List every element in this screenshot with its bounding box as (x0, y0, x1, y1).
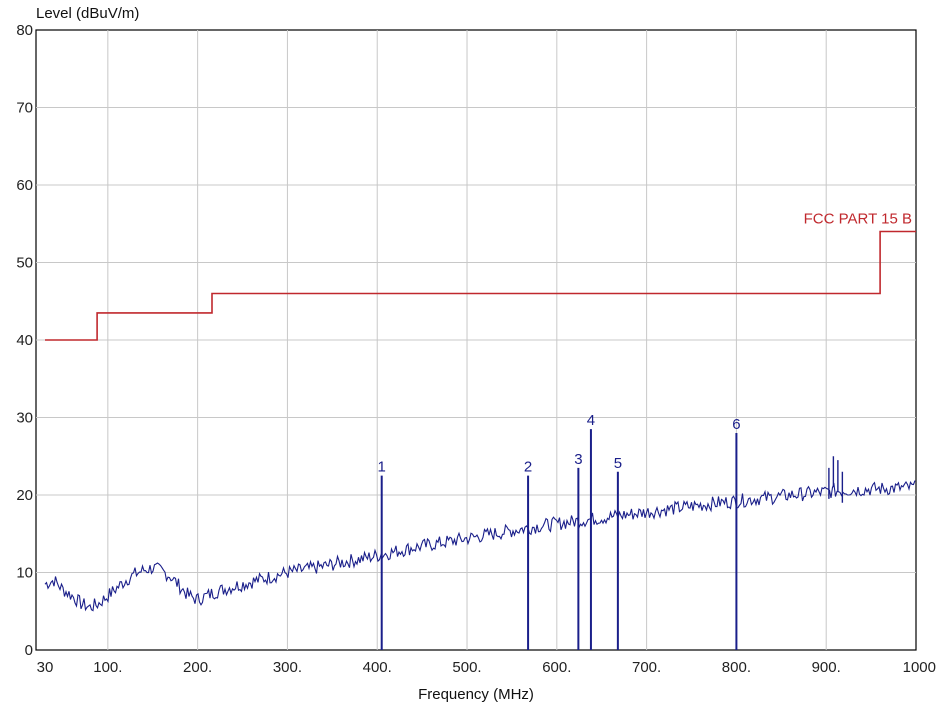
y-tick-label: 60 (16, 177, 33, 194)
y-tick-label: 70 (16, 100, 33, 117)
grid (36, 30, 916, 650)
limit-line-label: FCC PART 15 B (804, 211, 912, 228)
y-tick-label: 80 (16, 22, 33, 39)
x-tick-label: 400. (363, 659, 392, 676)
x-tick-label: 200. (183, 659, 212, 676)
y-tick-label: 50 (16, 255, 33, 272)
x-tick-label: 800. (722, 659, 751, 676)
x-axis-title: Frequency (MHz) (418, 686, 534, 703)
x-tick-label: 100. (93, 659, 122, 676)
x-tick-label: 700. (632, 659, 661, 676)
trace-line (44, 480, 916, 612)
limit-line-path (45, 230, 916, 341)
y-axis-title: Level (dBuV/m) (36, 5, 139, 22)
y-tick-label: 20 (16, 487, 33, 504)
x-tick-label: 300. (273, 659, 302, 676)
marker-label: 3 (574, 451, 582, 468)
marker-label: 4 (587, 412, 595, 429)
measurement-trace (44, 456, 916, 612)
marker-label: 2 (524, 459, 532, 476)
axis-ticks: 0 10 20 30 40 50 60 70 80 30 100. 200. 300. 400. 500. 6… (16, 22, 936, 676)
marker-label: 5 (614, 455, 622, 472)
x-tick-label: 30 (37, 659, 54, 676)
limit-line: FCC PART 15 B (45, 211, 916, 341)
markers: 1 2 3 4 5 6 (378, 412, 741, 650)
x-tick-label: 500. (452, 659, 481, 676)
x-tick-label: 900. (812, 659, 841, 676)
y-tick-label: 40 (16, 332, 33, 349)
marker-label: 1 (378, 459, 386, 476)
y-tick-label: 30 (16, 410, 33, 427)
marker-label: 6 (732, 416, 740, 433)
x-tick-label: 600. (542, 659, 571, 676)
x-tick-label: 1000 (903, 659, 936, 676)
y-tick-label: 10 (16, 565, 33, 582)
y-tick-label: 0 (25, 642, 33, 659)
